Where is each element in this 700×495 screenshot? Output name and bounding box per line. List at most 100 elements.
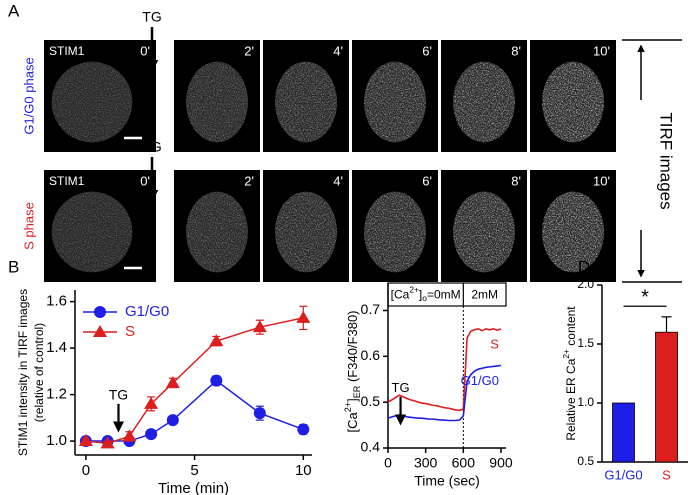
y-tick-label: 1.5 <box>577 336 594 350</box>
y-tick-label: 1.6 <box>46 293 67 310</box>
tirf-image: 6' <box>352 40 438 152</box>
stain-label: STIM1 <box>49 44 85 58</box>
label-part: =0mM <box>427 288 461 302</box>
marker <box>296 310 311 323</box>
x-axis-label: Time (min) <box>158 480 229 495</box>
marker <box>252 320 267 333</box>
tirf-bracket <box>622 39 682 283</box>
cell-signal <box>453 191 515 273</box>
cell-signal <box>364 191 426 273</box>
label-part: 2+ <box>561 349 571 359</box>
stimulus-label: TG <box>142 139 161 155</box>
row-label: S phase <box>21 202 36 250</box>
cell-signal <box>275 61 337 143</box>
time-label: 4' <box>333 43 343 58</box>
x-tick-label: 900 <box>489 455 513 471</box>
x-tick-label: 600 <box>452 455 476 471</box>
y-tick-label: 0.6 <box>361 347 381 363</box>
time-label: 8' <box>511 173 521 188</box>
time-label: 2' <box>244 43 254 58</box>
label-part: 2+ <box>409 285 419 295</box>
cell-signal <box>364 61 426 143</box>
error-bar <box>661 316 672 333</box>
cell-signal <box>453 61 515 143</box>
cell-signal <box>186 61 248 143</box>
x-tick-label: S <box>662 467 671 482</box>
x-tick-label: G1/G0 <box>604 467 642 482</box>
cell-signal <box>51 191 133 273</box>
panel-letter: C <box>358 257 370 276</box>
tirf-image: 8' <box>441 170 527 282</box>
x-tick-label: 10 <box>295 462 312 479</box>
tirf-image: 8' <box>441 40 527 152</box>
x-axis-label: Time (sec) <box>414 473 480 489</box>
panel-letter: B <box>8 257 19 276</box>
series-line <box>85 317 304 445</box>
marker <box>122 429 137 442</box>
tirf-image: 0' STIM1 <box>44 170 156 282</box>
y-axis-label: STIM1 intensity in TIRF images <box>16 289 30 456</box>
x-tick-label: 5 <box>190 462 198 479</box>
axis-label: Relative ER Ca2+ content <box>561 306 578 441</box>
row-label: G1/G0 phase <box>21 57 36 134</box>
series-line <box>387 364 502 422</box>
marker <box>210 374 223 387</box>
label-part: (F340/F380) <box>345 310 360 385</box>
time-label: 2' <box>244 173 254 188</box>
y-tick-label: 0.7 <box>361 301 381 317</box>
label-part: ] <box>419 288 422 302</box>
bar <box>655 331 678 463</box>
y-tick-label: 0.5 <box>577 454 594 468</box>
x-tick-label: 0 <box>384 455 392 471</box>
annotation: TG <box>109 386 128 402</box>
panel-letter: A <box>8 1 20 20</box>
x-tick-label: 0 <box>82 462 90 479</box>
tirf-image: 10' <box>530 40 616 152</box>
series-label: G1/G0 <box>461 373 499 388</box>
marker <box>100 436 115 449</box>
tirf-image: 4' <box>263 170 349 282</box>
tirf-image: 4' <box>263 40 349 152</box>
label-part: Relative ER Ca <box>564 358 578 440</box>
legend-label: G1/G0 <box>125 303 169 320</box>
cell-signal <box>542 191 604 273</box>
time-label: 4' <box>333 173 343 188</box>
label-part: [Ca <box>345 412 360 433</box>
legend-marker <box>93 325 107 337</box>
label-part: content <box>564 306 578 349</box>
label-part: ] <box>345 398 360 402</box>
label-part: ER <box>352 385 362 398</box>
y-tick-label: 1.2 <box>46 386 67 403</box>
stain-label: STIM1 <box>49 174 85 188</box>
time-label: 0' <box>140 43 150 58</box>
series-line <box>387 327 502 412</box>
time-label: 0' <box>140 173 150 188</box>
time-label: 10' <box>593 173 610 188</box>
side-label: TIRF images <box>657 112 676 209</box>
marker <box>145 428 158 441</box>
axis-label: [Ca2+]o=0mM <box>391 285 461 303</box>
marker <box>78 434 93 447</box>
time-label: 10' <box>593 43 610 58</box>
y-tick-label: 1.0 <box>46 432 67 449</box>
tirf-image: 2' <box>174 40 260 152</box>
condition-label: 2mM <box>471 288 498 302</box>
marker <box>209 334 224 347</box>
y-tick-label: 2.0 <box>577 277 594 291</box>
marker <box>297 423 310 436</box>
legend-marker <box>94 306 106 318</box>
marker <box>165 375 180 388</box>
series-label: S <box>490 336 499 351</box>
tirf-image: 0' STIM1 <box>44 40 156 152</box>
panel-letter: D <box>578 257 590 276</box>
bar <box>612 402 635 463</box>
condition-box <box>387 282 507 307</box>
annotation: TG <box>392 380 410 395</box>
y-tick-label: 1.0 <box>577 395 594 409</box>
cell-signal <box>186 191 248 273</box>
tirf-image: 10' <box>530 170 616 282</box>
stimulus-label: TG <box>142 9 161 25</box>
x-tick-label: 300 <box>414 455 438 471</box>
label-part: [Ca <box>391 288 410 302</box>
significance-label: * <box>641 287 649 309</box>
